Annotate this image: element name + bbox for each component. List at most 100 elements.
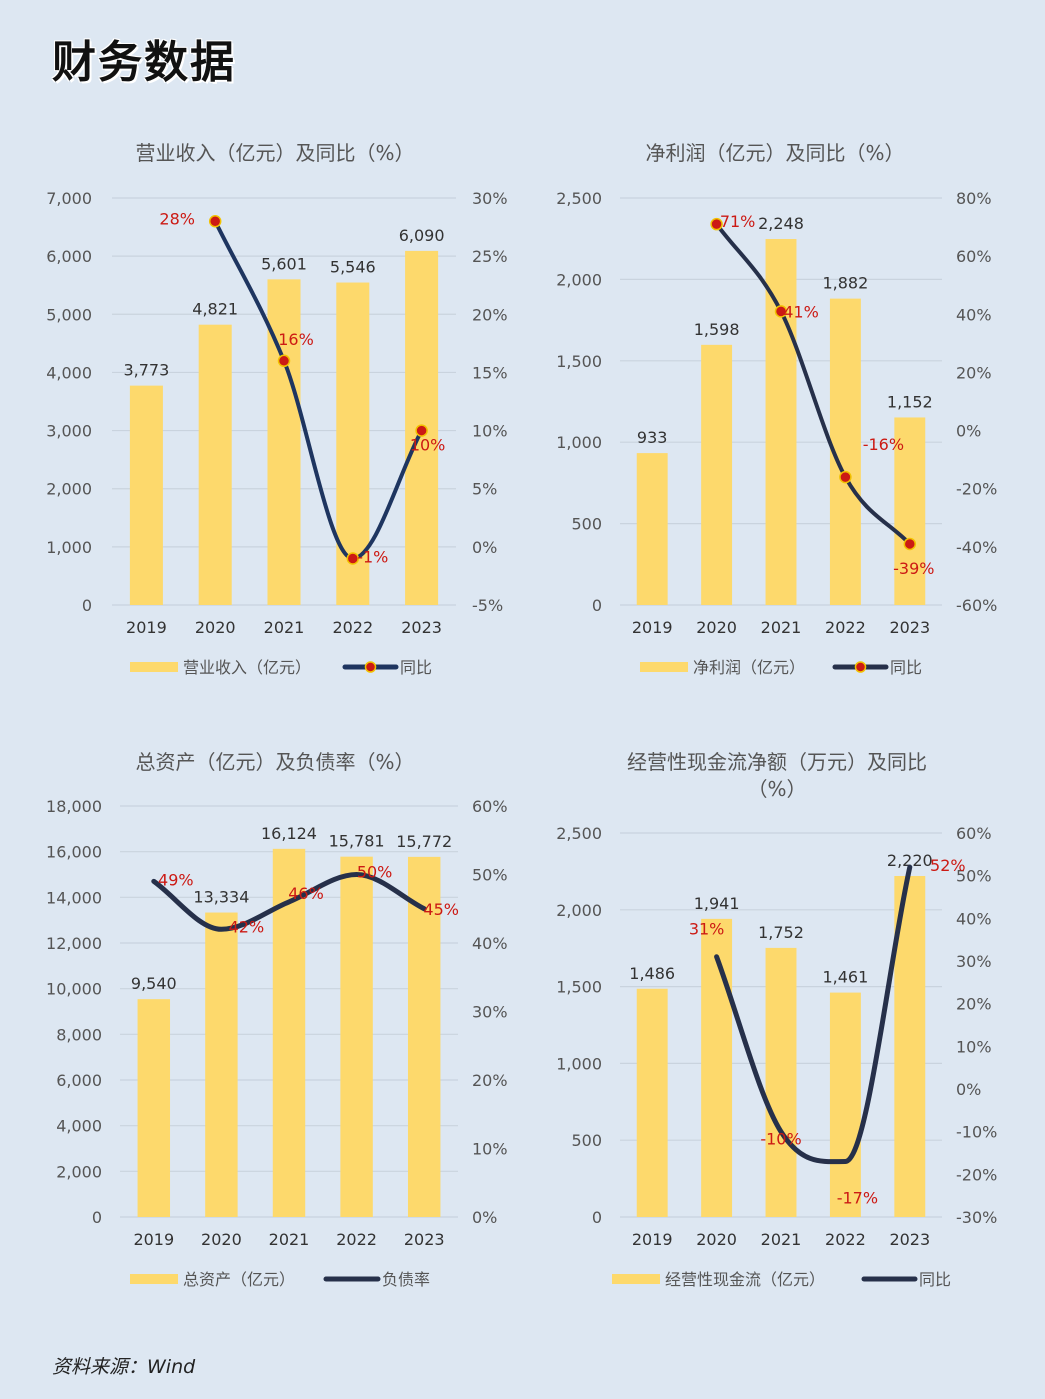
category-label: 2023 — [889, 1230, 930, 1249]
bar-value-label: 1,941 — [694, 894, 740, 913]
legend-bar-swatch — [640, 662, 688, 672]
line-marker — [346, 552, 360, 565]
y-left-tick-label: 1,500 — [556, 352, 602, 371]
category-label: 2019 — [632, 618, 673, 637]
category-label: 2020 — [696, 618, 737, 637]
category-label: 2019 — [126, 618, 167, 637]
y-left-tick-label: 8,000 — [56, 1025, 102, 1044]
y-right-tick-label: -40% — [956, 538, 997, 557]
legend-bar-swatch — [612, 1274, 660, 1284]
chart-4: 经营性现金流净额（万元）及同比 （%） 2,500 2,000 1,500 1,000 50… — [556, 750, 997, 1289]
bar-value-label: 13,334 — [193, 888, 249, 907]
line-value-label: 28% — [159, 209, 195, 228]
bar-value-label: 933 — [637, 428, 668, 447]
legend-line-label: 同比 — [400, 658, 432, 677]
bar-value-label: 1,882 — [822, 274, 868, 293]
bar-value-label: 1,486 — [629, 964, 675, 983]
legend-line-marker — [364, 661, 377, 673]
y-left-tick-label: 0 — [592, 596, 602, 615]
bar — [129, 385, 163, 605]
legend-line-label: 同比 — [890, 658, 922, 677]
y-right-tick-label: 0% — [956, 1080, 981, 1099]
chart-2: 净利润（亿元）及同比（%） 2,500 2,000 1,500 1,000 500 0 80%… — [556, 141, 997, 677]
line-value-label: -1% — [357, 547, 388, 566]
y-right-tick-label: 30% — [472, 189, 508, 208]
y-left-tick-label: 1,500 — [556, 978, 602, 997]
line-marker — [903, 537, 917, 551]
line-value-label: -17% — [837, 1189, 878, 1208]
category-label: 2023 — [401, 618, 442, 637]
line-marker — [415, 424, 428, 437]
category-label: 2019 — [632, 1230, 673, 1249]
y-left-tick-label: 2,500 — [556, 189, 602, 208]
y-right-tick-label: 10% — [472, 422, 508, 441]
bar-value-label: 1,752 — [758, 923, 804, 942]
y-right-tick-label: 40% — [956, 305, 992, 324]
chart-1: 营业收入（亿元）及同比（%） 7,000 6,000 5,000 4,000 3,000 2… — [46, 141, 507, 677]
category-label: 2020 — [696, 1230, 737, 1249]
line-marker — [710, 217, 723, 231]
y-right-tick-label: 10% — [956, 1037, 992, 1056]
line-marker — [208, 215, 222, 228]
y-right-tick-label: 0% — [472, 538, 497, 557]
category-label: 2021 — [264, 618, 305, 637]
y-right-tick-label: -60% — [956, 596, 997, 615]
line-value-label: 41% — [783, 302, 819, 321]
y-right-tick-label: -30% — [956, 1208, 997, 1227]
line-marker — [774, 305, 788, 318]
bar-value-label: 16,124 — [261, 824, 317, 843]
bar — [340, 856, 373, 1217]
bar — [701, 344, 733, 605]
y-left-tick-label: 18,000 — [46, 797, 102, 816]
line-value-label: -39% — [893, 559, 934, 578]
chart-3: 总资产（亿元）及负债率（%） 18,000 16,000 14,000 12,000 10… — [46, 750, 508, 1289]
line-series — [151, 871, 427, 932]
line-series — [714, 864, 913, 1165]
bar-value-label: 1,598 — [694, 320, 740, 339]
line-value-label: -10% — [760, 1130, 801, 1149]
line-value-label: 46% — [288, 884, 324, 903]
legend-bar-label: 营业收入（亿元） — [183, 658, 311, 677]
legend-line-label: 同比 — [919, 1270, 951, 1289]
bar-value-label: 15,772 — [396, 832, 452, 851]
y-right-tick-label: 60% — [956, 824, 992, 843]
y-left-tick-label: 2,000 — [56, 1162, 102, 1181]
y-left-tick-label: 6,000 — [56, 1071, 102, 1090]
bar-value-label: 2,220 — [887, 851, 933, 870]
bar — [894, 417, 926, 605]
y-left-tick-label: 3,000 — [46, 422, 92, 441]
y-right-tick-label: -5% — [472, 596, 503, 615]
line-value-label: -16% — [863, 435, 904, 454]
y-left-tick-label: 1,000 — [556, 433, 602, 452]
category-label: 2022 — [825, 618, 866, 637]
category-label: 2019 — [133, 1230, 174, 1249]
chart-title: （%） — [747, 777, 806, 801]
bar-value-label: 2,248 — [758, 214, 804, 233]
y-right-tick-label: -10% — [956, 1123, 997, 1142]
bar-value-label: 3,773 — [123, 361, 169, 380]
y-right-tick-label: 25% — [472, 247, 508, 266]
y-right-tick-label: 30% — [472, 1003, 508, 1022]
bar — [272, 848, 306, 1217]
bar-value-label: 5,546 — [330, 258, 376, 277]
y-left-tick-label: 0 — [82, 596, 92, 615]
y-right-tick-label: 80% — [956, 189, 992, 208]
category-label: 2020 — [195, 618, 236, 637]
y-left-tick-label: 12,000 — [46, 934, 102, 953]
legend-bar-label: 净利润（亿元） — [693, 658, 805, 677]
bar — [137, 999, 171, 1217]
line-value-label: 50% — [357, 863, 393, 882]
bar — [701, 918, 733, 1217]
line-series — [714, 222, 912, 546]
line-value-label: 49% — [158, 870, 194, 889]
y-left-tick-label: 4,000 — [56, 1117, 102, 1136]
bar — [765, 947, 797, 1217]
chart-title: 净利润（亿元）及同比（%） — [645, 141, 904, 165]
page-title: 财务数据 — [52, 37, 236, 88]
y-left-tick-label: 7,000 — [46, 189, 92, 208]
category-label: 2022 — [336, 1230, 377, 1249]
bar-value-label: 15,781 — [329, 832, 385, 851]
y-right-tick-label: 0% — [472, 1208, 497, 1227]
bar-value-label: 5,601 — [261, 254, 307, 273]
line-marker — [277, 354, 291, 368]
